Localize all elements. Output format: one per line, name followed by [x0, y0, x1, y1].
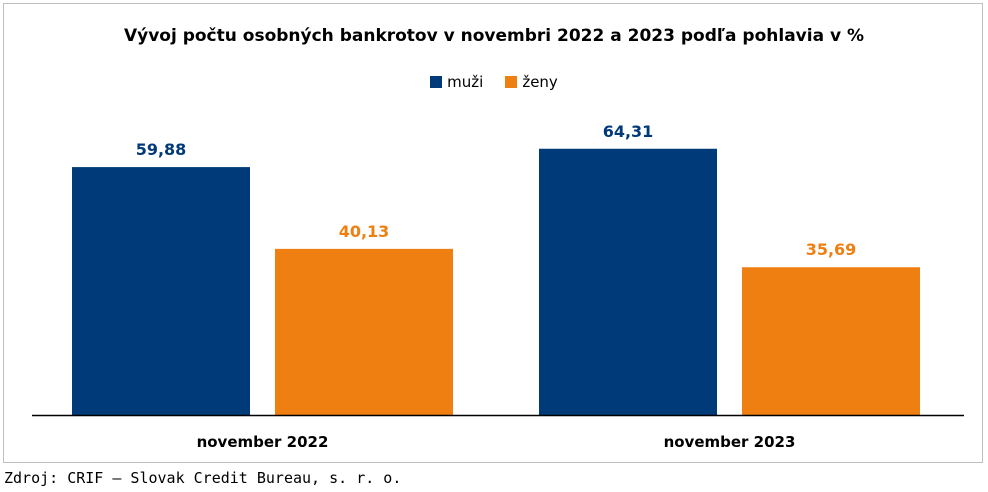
bar-zeny-2 — [742, 267, 920, 415]
data-label-zeny-1: 40,13 — [339, 222, 390, 241]
data-label-zeny-2: 35,69 — [806, 240, 857, 259]
bar-muzi-2 — [539, 148, 717, 416]
legend-swatch-muzi — [430, 76, 443, 88]
legend-swatch-zeny — [505, 76, 518, 88]
category-label-2: november 2023 — [664, 433, 796, 451]
category-label-1: november 2022 — [197, 433, 329, 451]
chart-title: Vývoj počtu osobných bankrotov v novembr… — [123, 26, 865, 46]
legend: muži ženy — [0, 73, 988, 91]
bar-muzi-1 — [72, 167, 250, 415]
data-label-muzi-2: 64,31 — [603, 122, 654, 141]
legend-item-muzi: muži — [430, 73, 483, 91]
legend-label-zeny: ženy — [522, 73, 558, 91]
source-note: Zdroj: CRIF – Slovak Credit Bureau, s. r… — [4, 469, 402, 487]
data-label-muzi-1: 59,88 — [136, 140, 187, 159]
bar-zeny-1 — [275, 248, 453, 415]
legend-item-zeny: ženy — [505, 73, 558, 91]
legend-label-muzi: muži — [447, 73, 484, 91]
